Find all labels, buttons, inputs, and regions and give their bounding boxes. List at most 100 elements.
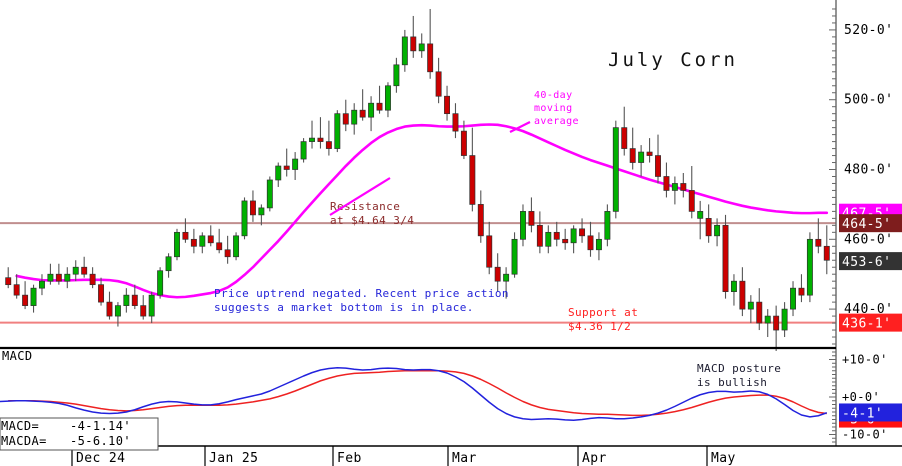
- candle-body: [503, 273, 510, 282]
- price-axis-label: 520-0': [844, 23, 893, 38]
- candle-body: [64, 273, 71, 282]
- candle-body: [233, 235, 240, 258]
- title-annotation: July Corn: [608, 49, 738, 71]
- candle-body: [300, 141, 307, 160]
- macd-axis-label: +10-0': [842, 353, 888, 367]
- moving-average-leader-line: [509, 121, 531, 133]
- candle-body: [359, 109, 366, 118]
- candle-body: [638, 151, 645, 163]
- candle-body: [579, 228, 586, 237]
- candle-body: [697, 211, 704, 219]
- candle-body: [182, 231, 189, 240]
- candle-body: [823, 245, 830, 261]
- date-axis-label: Dec 24: [76, 451, 125, 466]
- macda-legend-name: MACDA=: [1, 434, 47, 448]
- resistance-leader-line: [329, 177, 391, 216]
- candle-body: [764, 315, 771, 324]
- date-axis-label: Jan 25: [209, 451, 258, 466]
- macda-line: [8, 370, 827, 417]
- candle-body: [342, 113, 349, 125]
- candle-body: [747, 301, 754, 310]
- support-value-tag-bg: [839, 313, 902, 332]
- macd-value-tag: -4-1': [842, 406, 883, 421]
- candle-body: [5, 277, 12, 286]
- candle-body: [123, 294, 130, 306]
- candle-body: [469, 155, 476, 205]
- candle-body: [325, 141, 332, 149]
- resistance-annotation: Resistance: [330, 200, 400, 213]
- candle-body: [384, 85, 391, 111]
- macda-legend-value: -5-6.10': [70, 434, 131, 448]
- macd-line: [0, 367, 828, 421]
- candle-body: [418, 43, 425, 52]
- support-value-tag: 436-1': [842, 317, 891, 332]
- price-axis-label: 480-0': [844, 163, 893, 178]
- candle-body: [427, 43, 434, 73]
- candle-body: [148, 294, 155, 317]
- candle-body: [756, 301, 763, 324]
- macd-legend-box: [0, 417, 159, 451]
- candle-body: [587, 235, 594, 251]
- candle-body: [106, 301, 113, 317]
- candle-body: [98, 284, 105, 303]
- candle-body: [773, 315, 780, 331]
- candle-body: [275, 165, 282, 181]
- candle-body: [258, 207, 265, 216]
- moving-average-annotation: 40-day: [534, 90, 573, 101]
- candle-body: [266, 179, 273, 209]
- price-axis-label: 500-0': [844, 93, 893, 108]
- candle-body: [655, 155, 661, 177]
- resistance-value-tag: 464-5': [842, 217, 891, 232]
- date-axis-label: May: [711, 451, 736, 466]
- candle-body: [376, 102, 383, 111]
- resistance-annotation: at $4.64 3/4: [330, 214, 414, 227]
- candle-body: [671, 183, 678, 191]
- candle-body: [334, 113, 341, 149]
- macd-axis-label: -10-0': [842, 428, 888, 442]
- candle-body: [190, 238, 197, 247]
- candle-body: [140, 305, 147, 317]
- date-axis-label: Apr: [582, 451, 607, 466]
- candle-body: [410, 36, 417, 52]
- candle-body: [520, 211, 526, 240]
- candle-body: [39, 280, 45, 289]
- candle-body: [55, 273, 62, 282]
- candle-body: [680, 183, 687, 191]
- candle-body: [393, 64, 400, 87]
- last-price-tag-bg: [839, 252, 902, 271]
- candle-body: [13, 284, 20, 296]
- macd-legend-value: -4-1.14': [70, 419, 131, 433]
- candle-body: [612, 127, 619, 212]
- candle-body: [646, 151, 653, 156]
- candle-body: [604, 211, 611, 240]
- candle-body: [663, 176, 670, 191]
- candle-body: [815, 238, 822, 247]
- candle-body: [157, 270, 164, 296]
- candle-body: [165, 256, 172, 272]
- macd-posture-annotation: is bullish: [697, 376, 767, 389]
- candle-body: [595, 238, 602, 251]
- candle-body: [81, 266, 88, 275]
- price-action-annotation: suggests a market bottom is in place.: [214, 301, 474, 314]
- price-axis-label: 440-0': [844, 302, 893, 317]
- candle-body: [131, 294, 138, 306]
- support-annotation: Support at: [568, 306, 638, 319]
- candle-body: [722, 224, 729, 293]
- candle-body: [688, 190, 695, 212]
- candlestick-series[interactable]: [5, 8, 830, 351]
- candle-body: [30, 287, 37, 306]
- candle-body: [553, 231, 560, 240]
- moving-average-annotation: moving: [534, 103, 573, 114]
- macd-axis-label: +0-0': [842, 390, 880, 404]
- macd-panel-label: MACD: [2, 349, 33, 363]
- candle-body: [22, 294, 29, 306]
- candle-body: [621, 127, 628, 149]
- candle-body: [292, 158, 299, 170]
- candle-body: [730, 280, 737, 293]
- candle-body: [444, 95, 451, 115]
- candle-body: [714, 224, 721, 237]
- candle-body: [368, 102, 375, 118]
